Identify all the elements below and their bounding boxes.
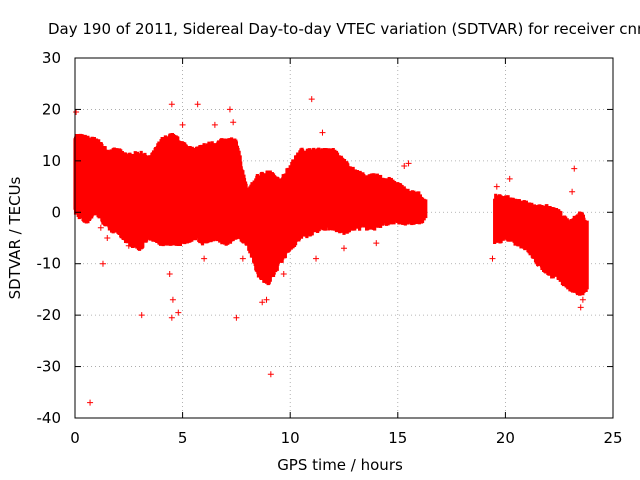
y-tick-label: -40 xyxy=(37,409,62,427)
x-tick-label: 15 xyxy=(388,429,407,447)
y-tick-label: 0 xyxy=(51,203,61,221)
y-tick-label: -20 xyxy=(37,306,62,324)
data-point-outlier xyxy=(308,96,315,103)
data-point-outlier xyxy=(194,101,201,108)
data-point-outlier xyxy=(168,314,175,321)
y-axis-label: SDTVAR / TECUs xyxy=(6,176,24,299)
data-point-outlier xyxy=(579,296,586,303)
x-tick-label: 0 xyxy=(70,429,80,447)
data-point-outlier xyxy=(125,242,132,249)
data-point-outlier xyxy=(313,255,320,262)
data-point-outlier xyxy=(104,235,111,241)
data-point-outlier xyxy=(280,271,287,277)
x-tick-label: 10 xyxy=(281,429,300,447)
y-tick-label: 20 xyxy=(42,100,61,118)
data-point-outlier xyxy=(267,371,274,378)
data-point-outlier xyxy=(97,224,104,231)
x-tick-label: 20 xyxy=(496,429,515,447)
data-point-outlier xyxy=(99,260,106,267)
data-point-outlier xyxy=(73,109,80,115)
x-tick-label: 25 xyxy=(603,429,622,447)
data-point-outlier xyxy=(166,271,173,277)
data-point-outlier xyxy=(168,101,175,108)
data-point-outlier xyxy=(179,121,186,128)
y-axis-ticks: -40 -30 -20 -10 0 10 20 30 xyxy=(37,49,613,427)
x-axis-ticks: 0 5 10 15 20 25 xyxy=(70,58,623,447)
data-point-outlier xyxy=(226,106,233,113)
data-point-outlier xyxy=(571,165,578,172)
x-axis-label: GPS time / hours xyxy=(277,456,403,474)
data-point-outlier xyxy=(401,163,408,169)
y-tick-label: -10 xyxy=(37,255,62,273)
data-point-outlier xyxy=(259,299,266,306)
data-point-outlier xyxy=(489,255,496,262)
data-point-outlier xyxy=(405,160,412,167)
data-point-outlier xyxy=(87,399,94,406)
data-point-outlier xyxy=(211,121,218,128)
data-point-outlier xyxy=(230,119,237,126)
data-point-outlier xyxy=(175,309,182,316)
plot-area xyxy=(73,96,589,406)
data-point-outlier xyxy=(577,304,584,311)
data-point-outlier xyxy=(239,255,246,262)
y-tick-label: -30 xyxy=(37,358,62,376)
plot-frame xyxy=(74,57,614,419)
data-point-outlier xyxy=(373,240,380,247)
data-point-outlier xyxy=(534,260,541,267)
data-point-outlier xyxy=(493,183,500,190)
data-point-outlier xyxy=(319,129,326,136)
data-point-outlier xyxy=(569,188,576,195)
data-point-outlier xyxy=(233,314,240,321)
data-point-outlier xyxy=(263,296,270,303)
data-point-outlier xyxy=(269,271,276,277)
y-tick-label: 10 xyxy=(42,152,61,170)
data-point-outlier xyxy=(169,296,176,303)
chart-title: Day 190 of 2011, Sidereal Day-to-day VTE… xyxy=(48,20,640,38)
y-tick-label: 30 xyxy=(42,49,61,67)
x-tick-label: 5 xyxy=(178,429,188,447)
data-point-outlier xyxy=(341,245,347,252)
data-point-outlier xyxy=(138,312,145,319)
data-point-outlier xyxy=(506,175,513,182)
data-point-outlier xyxy=(201,255,208,262)
